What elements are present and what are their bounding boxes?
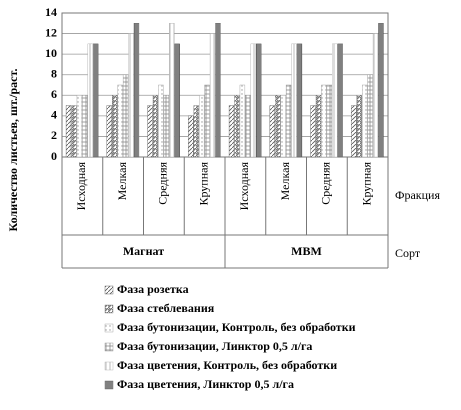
bar (147, 105, 153, 158)
bar (193, 105, 199, 158)
legend-swatch (104, 361, 114, 371)
bar (204, 84, 210, 158)
bar (133, 23, 140, 158)
bar (315, 95, 322, 158)
bar (239, 84, 246, 158)
bar (356, 95, 362, 158)
bar (71, 105, 77, 158)
y-tick-label: 8 (51, 66, 57, 80)
y-tick-label: 6 (51, 87, 57, 101)
bar (326, 84, 333, 158)
x-tick-label: Крупная (196, 162, 210, 206)
bar (188, 115, 194, 158)
x-tick-label: Крупная (359, 162, 373, 206)
bar (174, 43, 180, 158)
bar (198, 95, 205, 158)
group-axis-label: Сорт (395, 246, 421, 260)
bar (372, 33, 379, 158)
bar (280, 95, 286, 158)
bar (351, 105, 357, 158)
legend-label: Фаза бутонизации, Контроль, без обработк… (117, 320, 356, 334)
bar (106, 105, 112, 158)
bar (250, 43, 256, 158)
y-tick-label: 4 (51, 108, 57, 122)
bar (310, 105, 316, 158)
y-tick-label: 0 (51, 149, 57, 163)
bar (245, 95, 251, 158)
bar (87, 43, 93, 158)
bar (76, 95, 83, 158)
legend-swatch (104, 380, 114, 390)
bar (93, 43, 99, 158)
bar (228, 105, 235, 158)
bar (82, 95, 88, 158)
bar (65, 105, 72, 158)
x-tick-label: Средняя (156, 162, 170, 205)
x-tick-label: Исходная (74, 162, 88, 211)
group-label: МВМ (291, 244, 322, 258)
legend-label: Фаза цветения, Линктор 0,5 л/га (117, 377, 294, 391)
legend-label: Фаза розетка (117, 282, 189, 296)
bar (361, 84, 368, 158)
bar (128, 33, 134, 158)
bar (269, 105, 275, 158)
bar (275, 95, 281, 158)
bar (215, 23, 221, 158)
legend-swatch (104, 323, 114, 333)
bar (209, 33, 216, 158)
bar (169, 23, 175, 158)
bar (378, 23, 384, 158)
legend-label: Фаза цветения, Контроль, без обработки (117, 358, 337, 372)
bar (321, 84, 327, 158)
legend-label: Фаза стеблевания (117, 301, 215, 315)
legend-swatch (104, 304, 114, 314)
bar (296, 43, 303, 158)
bar (367, 74, 373, 158)
bar (163, 95, 170, 158)
y-tick-label: 14 (45, 5, 57, 19)
bar (158, 84, 164, 158)
x-tick-label: Исходная (237, 162, 251, 211)
x-tick-label: Средняя (319, 162, 333, 205)
bar (117, 84, 123, 158)
y-tick-label: 10 (45, 46, 57, 60)
y-tick-label: 2 (51, 128, 57, 142)
legend-swatch (104, 285, 114, 295)
legend-swatch (104, 342, 114, 352)
bar (291, 43, 297, 158)
x-axis-label: Фракция (395, 188, 440, 202)
x-tick-label: Мелкая (278, 162, 292, 201)
y-axis-label: Количество листьев, шт./раст. (6, 69, 20, 232)
bar (112, 95, 118, 158)
bar (337, 43, 343, 158)
group-label: Магнат (123, 244, 164, 258)
legend-label: Фаза бутонизации, Линктор 0,5 л/га (117, 339, 312, 353)
bar (285, 84, 292, 158)
bar (122, 74, 129, 158)
bar (234, 95, 240, 158)
bar (256, 43, 262, 158)
x-tick-label: Мелкая (115, 162, 129, 201)
y-tick-label: 12 (45, 25, 57, 39)
bar (152, 95, 159, 158)
bar (332, 43, 338, 158)
